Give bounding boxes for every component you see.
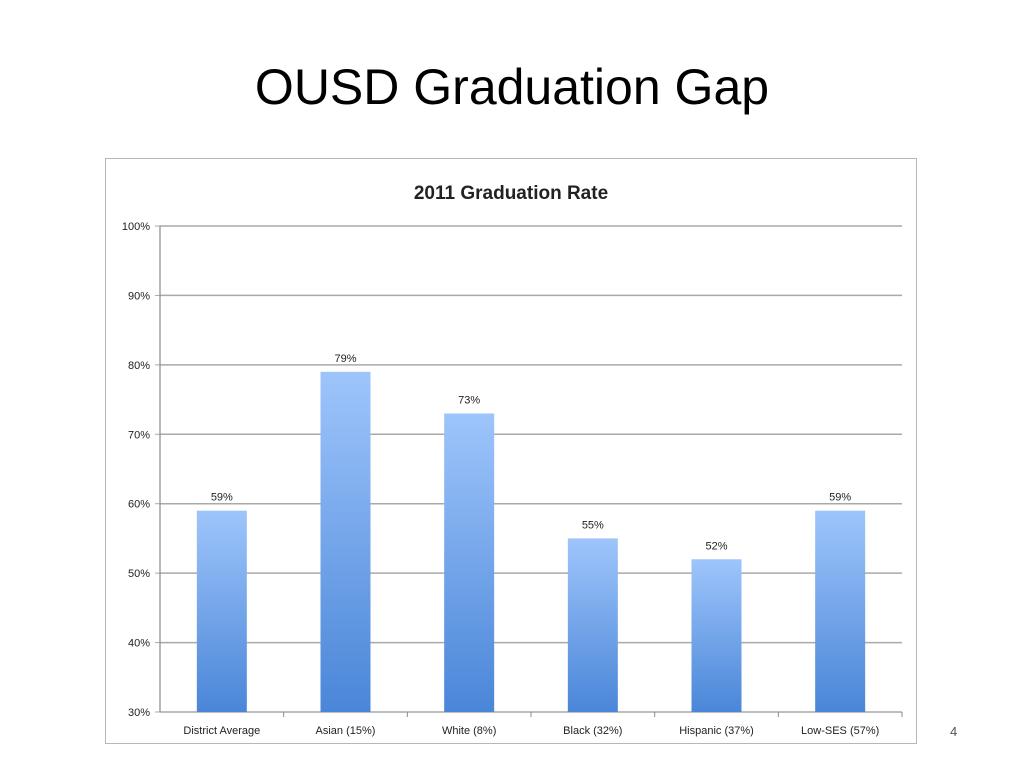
y-tick-label: 100% — [122, 221, 150, 233]
slide-title: OUSD Graduation Gap — [254, 59, 770, 115]
data-label: 55% — [582, 519, 604, 531]
bar — [444, 413, 495, 712]
x-tick-label: District Average — [183, 725, 260, 737]
data-label: 73% — [458, 394, 480, 406]
chart-title: 2011 Graduation Rate — [413, 183, 609, 204]
y-tick-label: 80% — [128, 360, 150, 372]
bar — [691, 559, 742, 712]
x-tick-label: Hispanic (37%) — [679, 725, 754, 737]
bar — [815, 510, 866, 712]
y-tick-label: 40% — [128, 638, 150, 650]
x-tick-label: White (8%) — [442, 725, 496, 737]
bar-chart-plot: 30% 40% 50% 60% 70% 80% 90% 100% 59% District Ave… — [122, 221, 903, 737]
x-tick-label: Black (32%) — [563, 725, 622, 737]
chart-frame: 2011 Graduation Rate 30% 40% 50% 60% 70% 80% 9… — [105, 158, 917, 744]
data-label: 52% — [705, 540, 727, 552]
bar — [196, 510, 247, 712]
data-label: 59% — [211, 492, 233, 504]
y-tick-label: 90% — [128, 290, 150, 302]
x-tick-label: Low-SES (57%) — [801, 725, 879, 737]
bar — [567, 538, 618, 712]
y-tick-label: 60% — [128, 499, 150, 511]
y-tick-label: 50% — [128, 568, 150, 580]
bar — [320, 371, 371, 712]
data-label: 79% — [334, 353, 356, 365]
x-tick-label: Asian (15%) — [316, 725, 376, 737]
y-tick-label: 70% — [128, 429, 150, 441]
y-tick-label: 30% — [128, 707, 150, 719]
data-label: 59% — [829, 492, 851, 504]
page-number: 4 — [950, 724, 958, 739]
